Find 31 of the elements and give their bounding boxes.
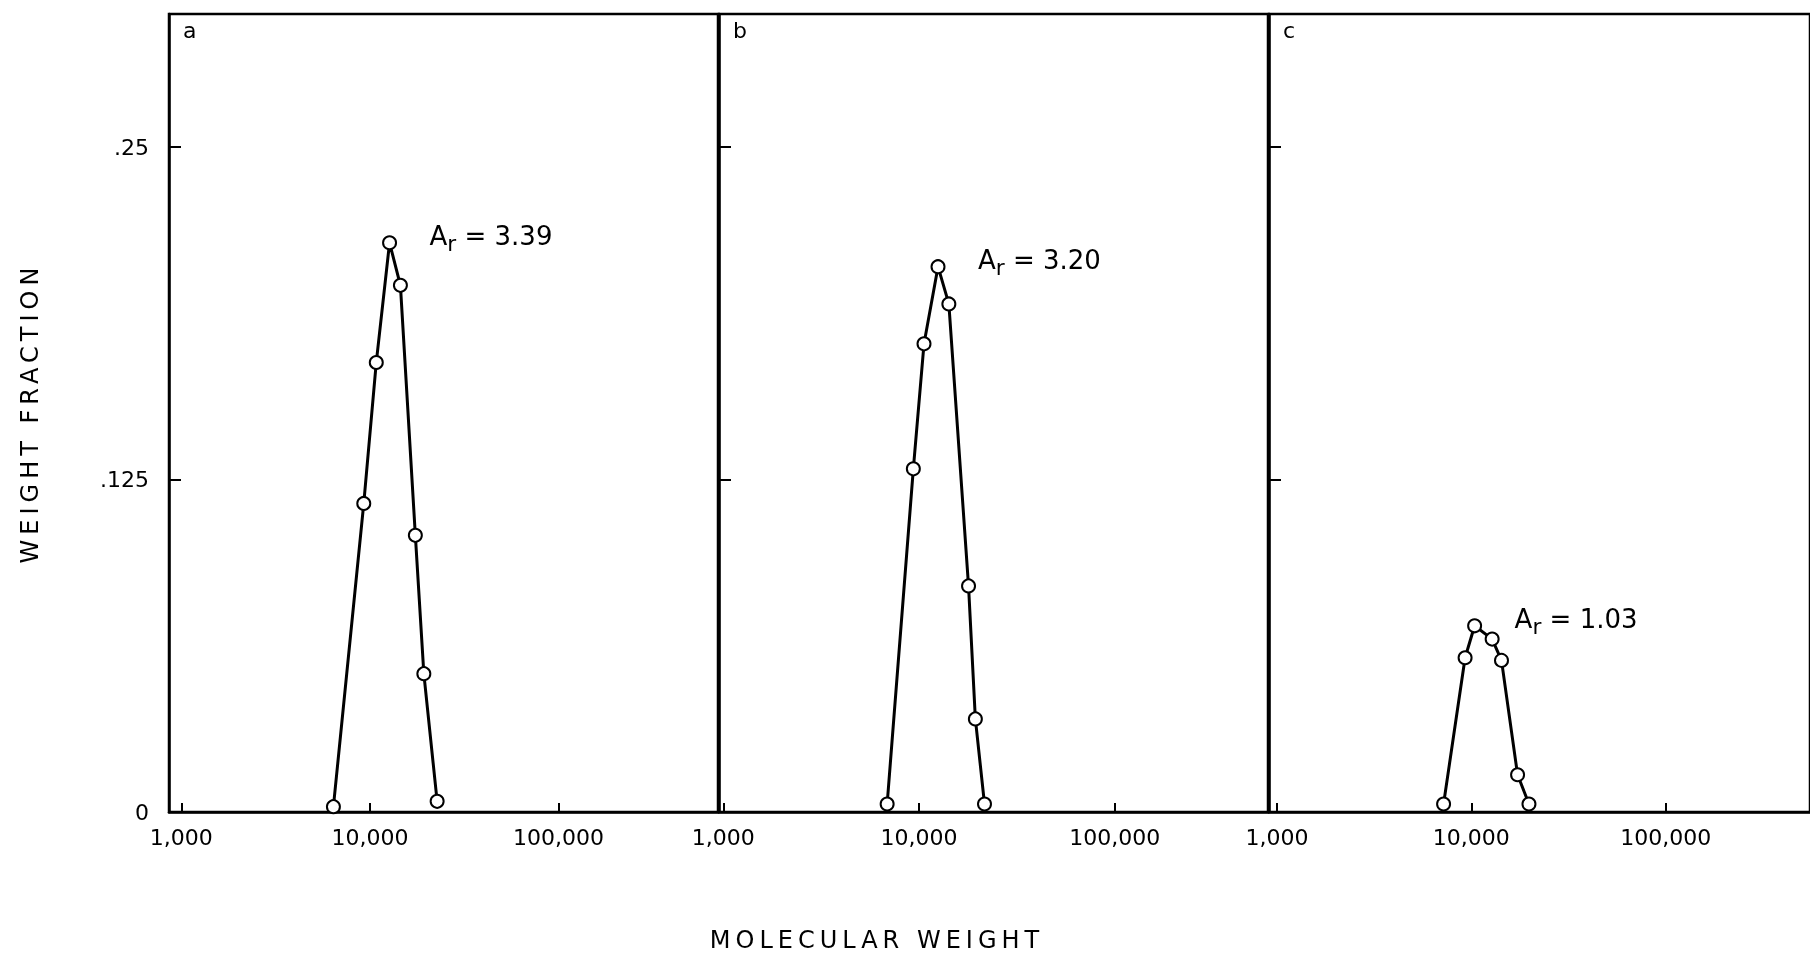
annotation: a <box>183 18 197 45</box>
point <box>382 235 398 251</box>
y-tick-label: .25 <box>114 134 149 160</box>
point <box>930 259 946 275</box>
point <box>916 336 932 352</box>
annotation: c <box>1283 18 1296 45</box>
y-tick-label: 0 <box>135 799 149 825</box>
x-tick-label: 1,000 <box>149 824 213 850</box>
x-tick-label: 10,000 <box>331 824 409 850</box>
point <box>416 666 432 682</box>
annotation: A$_{r}$ = 3.39 <box>429 220 553 257</box>
y-axis-title: WEIGHT FRACTION <box>16 262 44 564</box>
x-tick-label: 1,000 <box>1245 824 1309 850</box>
point <box>429 793 445 809</box>
x-tick-label: 100,000 <box>1069 824 1161 850</box>
x-tick-label: 10,000 <box>1432 824 1510 850</box>
point <box>941 296 957 312</box>
x-tick-label: 100,000 <box>513 824 605 850</box>
x-tick-label: 100,000 <box>1620 824 1712 850</box>
x-tick-label: 1,000 <box>691 824 755 850</box>
annotation: b <box>733 18 747 45</box>
annotation: A$_{r}$ = 3.20 <box>978 244 1101 281</box>
point <box>356 495 372 511</box>
point <box>967 711 983 727</box>
point <box>905 461 921 477</box>
y-tick-label: .125 <box>100 467 149 492</box>
point <box>392 277 408 293</box>
point <box>368 354 384 370</box>
x-tick-label: 10,000 <box>880 824 958 850</box>
x-axis-title: MOLECULAR WEIGHT <box>709 926 1045 954</box>
annotation: A$_{r}$ = 1.03 <box>1514 603 1638 640</box>
